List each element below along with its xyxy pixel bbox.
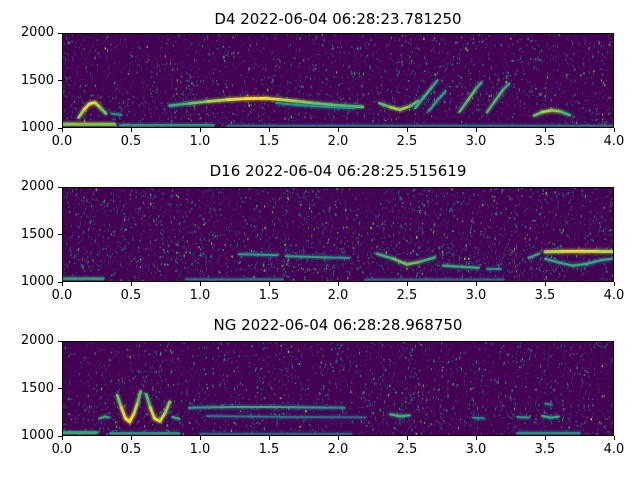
x-tick-mark bbox=[61, 128, 63, 132]
x-tick-mark bbox=[406, 128, 408, 132]
subplot-title-ng: NG 2022-06-04 06:28:28.968750 bbox=[213, 316, 463, 334]
y-tick-label: 1500 bbox=[20, 380, 54, 396]
x-tick-mark bbox=[475, 128, 477, 132]
subplot-title-d16: D16 2022-06-04 06:28:25.515619 bbox=[209, 162, 467, 180]
y-tick-mark bbox=[58, 340, 62, 342]
x-tick-label: 3.5 bbox=[534, 442, 556, 457]
y-tick-label: 1000 bbox=[20, 428, 54, 443]
x-tick-mark bbox=[268, 436, 270, 440]
x-tick-label: 3.0 bbox=[465, 134, 487, 149]
x-tick-mark bbox=[268, 282, 270, 286]
x-tick-label: 0.5 bbox=[120, 288, 142, 303]
y-tick-label: 1500 bbox=[20, 226, 54, 242]
x-tick-label: 2.0 bbox=[327, 442, 349, 457]
y-tick-label: 2000 bbox=[20, 179, 54, 194]
x-tick-label: 1.0 bbox=[189, 288, 211, 303]
y-tick-mark bbox=[58, 388, 62, 389]
x-tick-mark bbox=[544, 436, 546, 440]
y-tick-mark bbox=[58, 281, 62, 283]
spectrogram-heatmap-d4 bbox=[62, 33, 614, 128]
x-tick-label: 2.0 bbox=[327, 288, 349, 303]
x-tick-mark bbox=[61, 282, 63, 286]
x-tick-label: 0.5 bbox=[120, 134, 142, 149]
x-tick-mark bbox=[406, 282, 408, 286]
x-tick-label: 2.5 bbox=[396, 442, 418, 457]
x-tick-mark bbox=[337, 282, 339, 286]
spectrogram-heatmap-ng bbox=[62, 341, 614, 436]
y-tick-mark bbox=[58, 186, 62, 188]
x-tick-mark bbox=[613, 128, 615, 132]
y-tick-label: 1000 bbox=[20, 274, 54, 289]
x-tick-mark bbox=[337, 436, 339, 440]
x-tick-label: 1.0 bbox=[189, 134, 211, 149]
x-tick-label: 1.5 bbox=[258, 442, 280, 457]
y-tick-label: 1000 bbox=[20, 120, 54, 135]
x-tick-mark bbox=[199, 128, 201, 132]
x-tick-label: 3.5 bbox=[534, 134, 556, 149]
x-tick-mark bbox=[406, 436, 408, 440]
y-tick-mark bbox=[58, 435, 62, 437]
y-tick-label: 2000 bbox=[20, 333, 54, 348]
x-tick-mark bbox=[199, 282, 201, 286]
x-tick-label: 0.0 bbox=[51, 442, 73, 457]
x-tick-mark bbox=[613, 282, 615, 286]
x-tick-mark bbox=[130, 128, 132, 132]
x-tick-label: 2.0 bbox=[327, 134, 349, 149]
x-tick-label: 2.5 bbox=[396, 288, 418, 303]
x-tick-label: 0.5 bbox=[120, 442, 142, 457]
x-tick-label: 4.0 bbox=[603, 442, 625, 457]
x-tick-mark bbox=[61, 436, 63, 440]
x-tick-mark bbox=[268, 128, 270, 132]
x-tick-label: 1.0 bbox=[189, 442, 211, 457]
x-tick-mark bbox=[130, 436, 132, 440]
x-tick-mark bbox=[475, 436, 477, 440]
x-tick-label: 3.5 bbox=[534, 288, 556, 303]
x-tick-mark bbox=[337, 128, 339, 132]
x-tick-mark bbox=[544, 128, 546, 132]
x-tick-mark bbox=[475, 282, 477, 286]
spectrogram-heatmap-d16 bbox=[62, 187, 614, 282]
x-tick-label: 3.0 bbox=[465, 288, 487, 303]
y-tick-label: 2000 bbox=[20, 25, 54, 40]
x-tick-label: 1.5 bbox=[258, 288, 280, 303]
x-tick-label: 4.0 bbox=[603, 288, 625, 303]
y-tick-mark bbox=[58, 80, 62, 81]
y-tick-mark bbox=[58, 127, 62, 129]
x-tick-mark bbox=[130, 282, 132, 286]
x-tick-mark bbox=[544, 282, 546, 286]
x-tick-label: 0.0 bbox=[51, 288, 73, 303]
x-tick-label: 0.0 bbox=[51, 134, 73, 149]
y-tick-label: 1500 bbox=[20, 72, 54, 88]
y-tick-mark bbox=[58, 234, 62, 235]
x-tick-label: 3.0 bbox=[465, 442, 487, 457]
x-tick-label: 4.0 bbox=[603, 134, 625, 149]
x-tick-mark bbox=[199, 436, 201, 440]
subplot-title-d4: D4 2022-06-04 06:28:23.781250 bbox=[214, 10, 462, 28]
x-tick-label: 2.5 bbox=[396, 134, 418, 149]
y-tick-mark bbox=[58, 32, 62, 34]
x-tick-mark bbox=[613, 436, 615, 440]
x-tick-label: 1.5 bbox=[258, 134, 280, 149]
